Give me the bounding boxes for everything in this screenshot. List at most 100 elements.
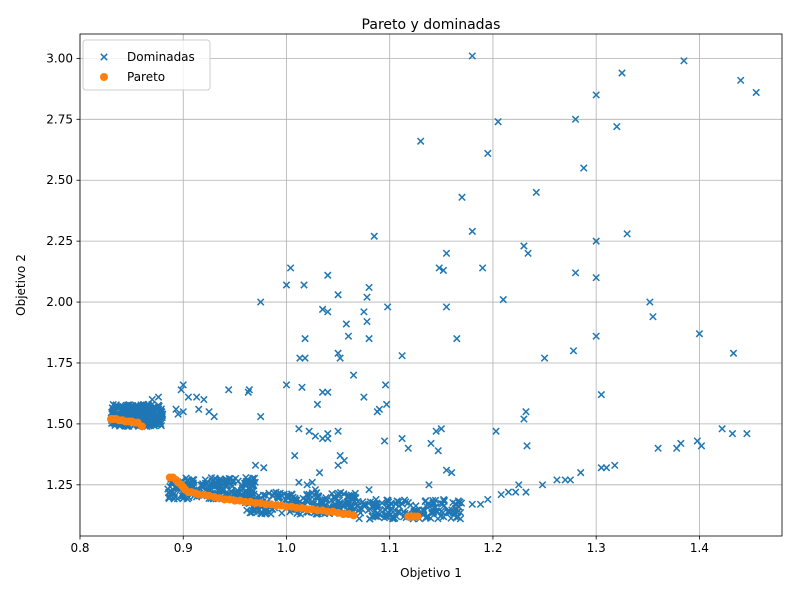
dominadas-point [301, 334, 309, 343]
dominadas-point [256, 412, 265, 421]
dominadas-point [381, 512, 390, 521]
dominadas-point [611, 461, 619, 470]
dominadas-point [504, 488, 513, 496]
dominadas-point [260, 464, 268, 472]
dominadas-point [335, 490, 344, 499]
dominadas-point [382, 400, 391, 409]
dominadas-point [370, 232, 378, 240]
dominadas-point [416, 137, 425, 145]
plot-frame [79, 33, 783, 537]
dominadas-point [189, 479, 198, 487]
pareto-point [137, 422, 146, 431]
dominadas-point [404, 444, 413, 453]
dominadas-point [257, 509, 265, 518]
dominadas-point [282, 381, 291, 389]
dominadas-point [154, 393, 163, 401]
dominadas-point [172, 405, 180, 414]
dominadas-point [597, 390, 606, 399]
y-tick-label: 1.25 [46, 478, 73, 492]
dominadas-point [442, 249, 451, 258]
dominadas-point [256, 298, 265, 306]
dominadas-point [381, 505, 389, 514]
dominadas-point [216, 478, 224, 486]
dominadas-point [499, 295, 507, 304]
dominadas-point [420, 507, 428, 516]
dominadas-point [677, 439, 685, 448]
dominadas-point [204, 484, 212, 493]
dominadas-point [226, 475, 234, 483]
dominadas-point [308, 478, 317, 487]
dominadas-point [515, 481, 523, 489]
dominadas-point [261, 491, 270, 500]
dominadas-point [184, 393, 193, 401]
dominadas-point [391, 514, 399, 522]
dominadas-point [324, 388, 332, 396]
dominadas-point [468, 52, 477, 60]
dominadas-point [136, 405, 145, 413]
dominadas-point [305, 427, 313, 435]
dominadas-point [314, 492, 323, 500]
legend-marker-pareto [100, 73, 108, 81]
x-tick-label: 1.3 [587, 541, 606, 555]
dominadas-point [523, 442, 531, 450]
dominadas-point [435, 264, 443, 272]
pareto-point [413, 512, 422, 521]
dominadas-point [244, 388, 253, 396]
dominadas-point [718, 425, 726, 433]
legend-label-dominadas: Dominadas [127, 50, 195, 64]
dominadas-point [400, 496, 409, 504]
x-axis-label: Objetivo 1 [400, 566, 462, 580]
dominadas-point [383, 512, 392, 521]
plot-marks [106, 52, 760, 523]
dominadas-point [623, 230, 631, 238]
dominadas-point [365, 515, 374, 523]
dominadas-point [344, 332, 353, 340]
dominadas-point [247, 481, 256, 490]
dominadas-point [363, 293, 371, 301]
dominadas-point [303, 481, 311, 489]
dominadas-point [342, 320, 351, 328]
dominadas-point [343, 493, 351, 501]
y-tick-label: 2.50 [46, 173, 73, 187]
dominadas-point [365, 485, 373, 494]
dominadas-point [522, 407, 530, 416]
dominadas-point [613, 122, 621, 131]
dominadas-point [218, 485, 226, 493]
y-tick-label: 2.00 [46, 295, 73, 309]
dominadas-point [736, 76, 745, 85]
dominadas-point [198, 481, 207, 490]
dominadas-point [200, 395, 208, 404]
dominadas-point [440, 496, 448, 504]
dominadas-point [324, 434, 332, 443]
dominadas-point [532, 188, 541, 197]
dominadas-point [693, 437, 702, 445]
dominadas-point [251, 461, 260, 470]
dominadas-point [729, 349, 738, 357]
dominadas-point [494, 117, 502, 126]
dominadas-point [439, 508, 447, 517]
dominadas-point [384, 496, 392, 505]
x-axis: 0.8 0.9 1.0 1.1 1.2 1.3 1.4 [70, 536, 709, 555]
pareto-point [349, 511, 358, 520]
dominadas-point [334, 291, 342, 299]
dominadas-point [144, 412, 152, 420]
dominadas-point [349, 371, 358, 379]
dominadas-point [168, 488, 176, 496]
dominadas-point [695, 330, 704, 338]
dominadas-point [229, 489, 238, 498]
dominadas-point [315, 468, 324, 477]
dominadas-point [313, 400, 322, 409]
dominadas-point [179, 407, 187, 416]
dominadas-point [484, 495, 492, 504]
dominadas-point [372, 495, 380, 504]
dominadas-point [476, 500, 485, 509]
dominadas-point [447, 468, 456, 477]
dominadas-point [352, 493, 360, 502]
dominadas-point [123, 405, 131, 413]
dominadas-point [295, 478, 303, 487]
dominadas-point [424, 499, 433, 508]
dominadas-point [422, 514, 430, 522]
dominadas-point [290, 451, 299, 460]
dominadas-point [227, 481, 236, 489]
